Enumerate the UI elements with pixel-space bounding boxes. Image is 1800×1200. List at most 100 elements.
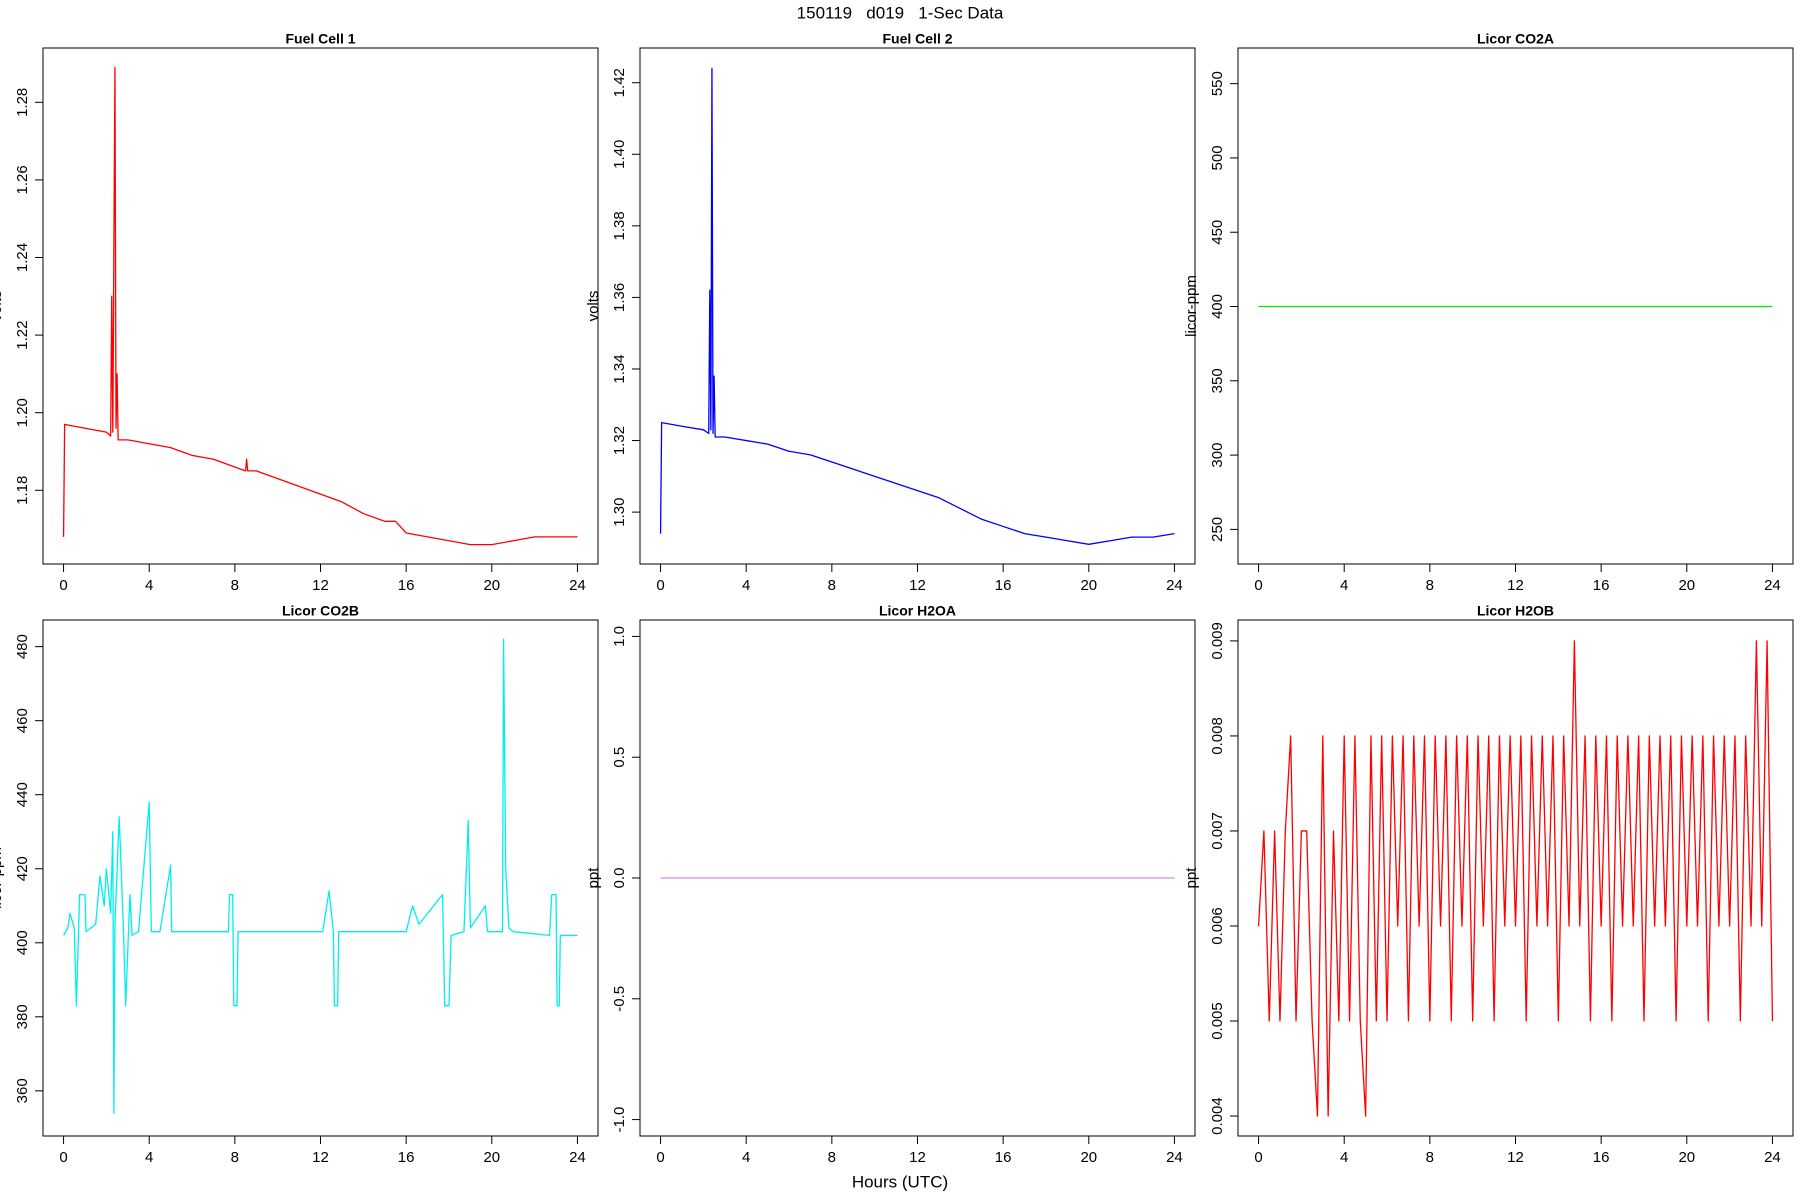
x-tick-label: 12 — [1507, 577, 1524, 594]
x-tick-label: 16 — [1593, 577, 1610, 594]
y-tick-label: 500 — [1209, 145, 1226, 170]
y-axis-label: volts — [585, 291, 602, 322]
y-tick-label: 550 — [1209, 71, 1226, 96]
y-tick-label: 1.36 — [611, 283, 628, 312]
y-tick-label: -0.5 — [611, 986, 628, 1012]
x-tick-label: 24 — [569, 1149, 586, 1166]
plot-frame — [42, 619, 599, 1137]
y-tick-label: 1.28 — [14, 88, 31, 117]
x-tick-label: 12 — [909, 1149, 926, 1166]
x-tick-label: 0 — [1254, 577, 1262, 594]
plot-frame — [42, 47, 599, 565]
x-tick-label: 4 — [1340, 1149, 1348, 1166]
y-tick-label: 1.26 — [14, 165, 31, 194]
y-tick-label: 380 — [14, 1004, 31, 1029]
x-tick-label: 0 — [1254, 1149, 1262, 1166]
x-tick-label: 8 — [828, 577, 836, 594]
panel-title: Licor H2OB — [1477, 603, 1554, 619]
y-tick-label: 420 — [14, 856, 31, 881]
x-tick-label: 4 — [742, 577, 750, 594]
y-tick-label: 1.32 — [611, 426, 628, 455]
x-tick-label: 12 — [312, 577, 329, 594]
panel-title: Fuel Cell 2 — [882, 31, 952, 47]
y-tick-label: 250 — [1209, 517, 1226, 542]
y-tick-label: 1.40 — [611, 140, 628, 169]
y-tick-label: 0.005 — [1209, 1002, 1226, 1040]
y-axis-label: volts — [0, 291, 5, 322]
y-tick-label: 1.38 — [611, 211, 628, 240]
data-line — [62, 66, 578, 546]
plot-frame — [1237, 619, 1794, 1137]
x-tick-label: 20 — [1080, 577, 1097, 594]
plot-frame — [639, 47, 1196, 565]
data-line — [659, 67, 1175, 545]
panel-title: Licor H2OA — [879, 603, 956, 619]
x-tick-label: 24 — [569, 577, 586, 594]
x-tick-label: 8 — [1426, 1149, 1434, 1166]
y-tick-label: 0.5 — [611, 747, 628, 768]
x-tick-label: 24 — [1764, 577, 1781, 594]
x-tick-label: 20 — [1080, 1149, 1097, 1166]
x-tick-label: 20 — [1678, 1149, 1695, 1166]
figure-title: 150119 d019 1-Sec Data — [797, 3, 1004, 22]
y-tick-label: 460 — [14, 708, 31, 733]
x-tick-label: 0 — [59, 1149, 67, 1166]
data-line — [62, 638, 578, 1114]
panel-title: Licor CO2B — [282, 603, 359, 619]
y-tick-label: 0.007 — [1209, 812, 1226, 850]
x-tick-label: 16 — [398, 1149, 415, 1166]
y-tick-label: 300 — [1209, 443, 1226, 468]
y-tick-label: 0.009 — [1209, 622, 1226, 660]
data-line — [1257, 640, 1774, 1117]
y-tick-label: 450 — [1209, 220, 1226, 245]
x-tick-label: 20 — [483, 577, 500, 594]
x-tick-label: 4 — [145, 1149, 153, 1166]
x-tick-label: 16 — [398, 577, 415, 594]
x-tick-label: 16 — [1593, 1149, 1610, 1166]
x-tick-label: 8 — [828, 1149, 836, 1166]
y-tick-label: 400 — [1209, 294, 1226, 319]
x-tick-label: 0 — [59, 577, 67, 594]
x-tick-label: 24 — [1764, 1149, 1781, 1166]
y-tick-label: 480 — [14, 634, 31, 659]
y-tick-label: 1.0 — [611, 626, 628, 647]
y-tick-label: 1.30 — [611, 498, 628, 527]
x-tick-label: 8 — [231, 1149, 239, 1166]
x-tick-label: 20 — [1678, 577, 1695, 594]
x-tick-label: 16 — [995, 1149, 1012, 1166]
y-tick-label: 1.24 — [14, 243, 31, 272]
y-tick-label: 0.0 — [611, 868, 628, 889]
plot-frame — [1237, 47, 1794, 565]
y-tick-label: 400 — [14, 930, 31, 955]
x-tick-label: 4 — [1340, 577, 1348, 594]
y-tick-label: 350 — [1209, 368, 1226, 393]
panel-title: Licor CO2A — [1477, 31, 1554, 47]
x-tick-label: 24 — [1166, 1149, 1183, 1166]
y-tick-label: -1.0 — [611, 1107, 628, 1133]
panel-title: Fuel Cell 1 — [285, 31, 355, 47]
x-tick-label: 12 — [909, 577, 926, 594]
y-axis-label: licor-ppm — [1183, 275, 1200, 337]
x-tick-label: 0 — [656, 577, 664, 594]
y-tick-label: 0.004 — [1209, 1097, 1226, 1135]
y-tick-label: 1.42 — [611, 68, 628, 97]
x-tick-label: 12 — [312, 1149, 329, 1166]
y-tick-label: 1.22 — [14, 320, 31, 349]
x-tick-label: 12 — [1507, 1149, 1524, 1166]
y-tick-label: 360 — [14, 1078, 31, 1103]
x-tick-label: 20 — [483, 1149, 500, 1166]
y-tick-label: 1.34 — [611, 354, 628, 383]
y-axis-label: licor-ppm — [0, 847, 5, 909]
x-tick-label: 8 — [1426, 577, 1434, 594]
y-tick-label: 0.008 — [1209, 717, 1226, 755]
x-tick-label: 4 — [742, 1149, 750, 1166]
x-tick-label: 16 — [995, 577, 1012, 594]
plot-frame — [639, 619, 1196, 1137]
y-tick-label: 1.18 — [14, 476, 31, 505]
y-tick-label: 1.20 — [14, 398, 31, 427]
x-tick-label: 24 — [1166, 577, 1183, 594]
x-tick-label: 4 — [145, 577, 153, 594]
y-axis-label: ppt — [1183, 867, 1200, 889]
y-tick-label: 0.006 — [1209, 907, 1226, 945]
